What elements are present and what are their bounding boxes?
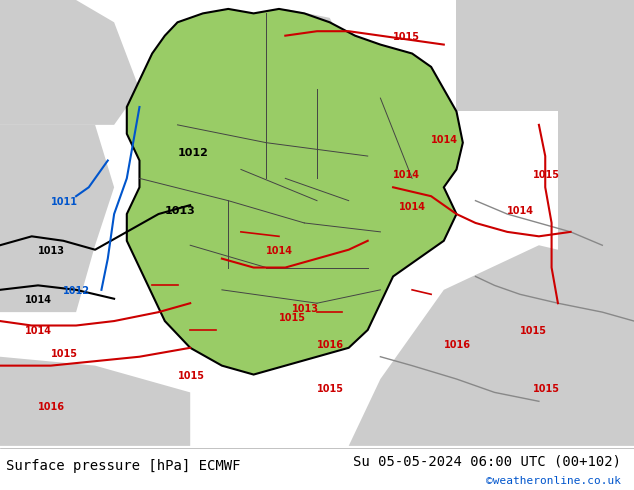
Polygon shape — [127, 9, 463, 374]
Text: 1016: 1016 — [38, 402, 65, 412]
Text: 1013: 1013 — [165, 206, 196, 216]
Text: 1013: 1013 — [38, 246, 65, 256]
Text: 1014: 1014 — [431, 135, 458, 145]
Text: 1014: 1014 — [399, 201, 427, 212]
Text: 1016: 1016 — [317, 340, 344, 350]
Text: 1015: 1015 — [520, 326, 547, 337]
Polygon shape — [0, 125, 114, 312]
Polygon shape — [0, 0, 139, 125]
Polygon shape — [558, 112, 634, 268]
Text: 1015: 1015 — [393, 32, 420, 42]
Text: 1016: 1016 — [444, 340, 471, 350]
Text: Su 05-05-2024 06:00 UTC (00+102): Su 05-05-2024 06:00 UTC (00+102) — [353, 454, 621, 468]
Text: 1015: 1015 — [317, 384, 344, 394]
Text: Surface pressure [hPa] ECMWF: Surface pressure [hPa] ECMWF — [6, 459, 241, 473]
Text: 1013: 1013 — [292, 304, 319, 314]
Text: 1015: 1015 — [51, 349, 78, 359]
Text: 1012: 1012 — [63, 286, 91, 296]
Polygon shape — [349, 245, 634, 446]
Text: ©weatheronline.co.uk: ©weatheronline.co.uk — [486, 476, 621, 486]
Polygon shape — [0, 357, 190, 446]
Text: 1014: 1014 — [393, 171, 420, 180]
Polygon shape — [241, 9, 349, 80]
Text: 1015: 1015 — [533, 384, 560, 394]
Text: 1015: 1015 — [533, 171, 560, 180]
Polygon shape — [456, 0, 634, 112]
Text: 1014: 1014 — [507, 206, 534, 216]
Text: 1014: 1014 — [25, 326, 53, 337]
Text: 1014: 1014 — [25, 295, 53, 305]
Text: 1015: 1015 — [178, 371, 205, 381]
Text: 1012: 1012 — [178, 148, 209, 158]
Text: 1015: 1015 — [279, 313, 306, 323]
Text: 1011: 1011 — [51, 197, 78, 207]
Text: 1014: 1014 — [266, 246, 294, 256]
